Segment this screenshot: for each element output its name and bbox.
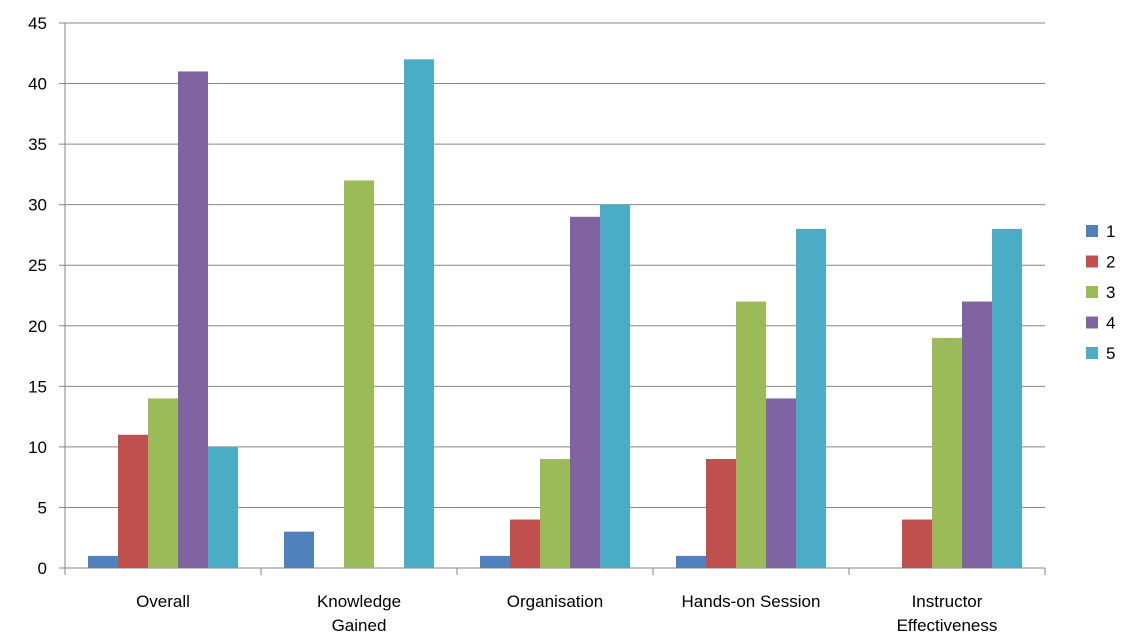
y-tick-label-30: 30: [28, 196, 47, 215]
gridlines: [65, 22, 1045, 508]
x-category-label: Hands-on Session: [682, 592, 821, 611]
y-tick-label-5: 5: [38, 498, 47, 517]
y-tick-label-15: 15: [28, 377, 47, 396]
legend-swatch-2: [1086, 255, 1098, 268]
bar-series-3-0: [148, 398, 178, 568]
bar-series-2-0: [118, 434, 148, 568]
legend-label-1: 1: [1106, 222, 1115, 241]
y-tick-label-45: 45: [28, 14, 47, 33]
bar-series-3-4: [932, 337, 962, 568]
legend-label-3: 3: [1106, 283, 1115, 302]
bar-series-5-2: [600, 204, 630, 568]
bar-series-1-3: [676, 555, 706, 568]
bar-series-5-3: [796, 228, 826, 568]
bar-series-1-2: [480, 555, 510, 568]
y-tick-label-0: 0: [38, 559, 47, 578]
x-category-label: Overall: [136, 592, 190, 611]
legend-label-4: 4: [1106, 314, 1115, 333]
bar-series-2-3: [706, 459, 736, 568]
y-tick-label-10: 10: [28, 438, 47, 457]
axis-labels: 0 5 10 15 20 25 30 35 40 45 Overall Knowledge Gained…: [28, 14, 997, 635]
bar-series-3-2: [540, 459, 570, 568]
bar-series-4-3: [766, 398, 796, 568]
y-tick-label-25: 25: [28, 256, 47, 275]
bar-series-5-0: [208, 446, 238, 568]
y-tick-label-20: 20: [28, 317, 47, 336]
legend-swatch-4: [1086, 316, 1098, 329]
bar-series-4-0: [178, 71, 208, 568]
bar-series-2-2: [510, 519, 540, 568]
bar-series-2-4: [902, 519, 932, 568]
bar-series-4-4: [962, 301, 992, 568]
bar-series-4-2: [570, 216, 600, 568]
bar-series-5-1: [404, 59, 434, 568]
x-category-label: Organisation: [507, 592, 603, 611]
legend-swatch-3: [1086, 286, 1098, 298]
x-category-label: Instructor Effectiveness: [897, 592, 998, 635]
x-category-label: Knowledge Gained: [317, 592, 401, 635]
legend-label-5: 5: [1106, 344, 1115, 363]
bar-series-1-1: [284, 531, 314, 568]
bar-series-3-1: [344, 180, 374, 568]
legend-swatch-5: [1086, 347, 1098, 359]
bar-series-3-3: [736, 301, 766, 568]
bars: [88, 59, 1022, 568]
y-tick-label-40: 40: [28, 75, 47, 94]
legend-label-2: 2: [1106, 253, 1115, 272]
bar-series-1-0: [88, 555, 118, 568]
y-tick-label-35: 35: [28, 135, 47, 154]
legend-swatch-1: [1086, 225, 1098, 237]
legend: 1 2 3 4 5: [1086, 222, 1115, 363]
bar-series-5-4: [992, 228, 1022, 568]
